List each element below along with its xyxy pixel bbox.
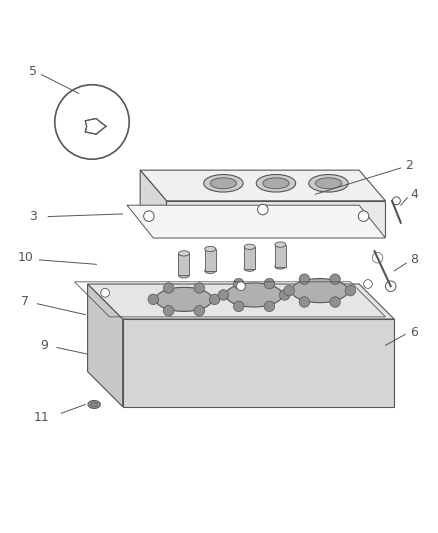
Ellipse shape — [88, 400, 100, 408]
Circle shape — [148, 294, 159, 304]
Polygon shape — [244, 247, 255, 269]
Polygon shape — [127, 205, 385, 238]
Circle shape — [194, 282, 205, 293]
Circle shape — [233, 278, 244, 289]
Circle shape — [144, 211, 154, 221]
Ellipse shape — [210, 178, 237, 189]
Circle shape — [237, 282, 245, 290]
Ellipse shape — [155, 287, 212, 311]
Circle shape — [101, 288, 110, 297]
Ellipse shape — [178, 251, 189, 256]
Ellipse shape — [291, 279, 348, 303]
Circle shape — [194, 305, 205, 316]
Polygon shape — [166, 201, 385, 236]
Polygon shape — [123, 319, 394, 407]
Ellipse shape — [256, 174, 296, 192]
Circle shape — [358, 211, 369, 221]
Circle shape — [385, 281, 396, 292]
Polygon shape — [85, 118, 106, 134]
Ellipse shape — [315, 178, 342, 189]
Circle shape — [279, 290, 290, 300]
Text: 2: 2 — [406, 159, 413, 172]
Text: 9: 9 — [40, 339, 48, 352]
Ellipse shape — [244, 266, 255, 271]
Polygon shape — [88, 284, 394, 319]
Circle shape — [330, 274, 340, 285]
Ellipse shape — [205, 268, 215, 273]
Circle shape — [163, 305, 174, 316]
Circle shape — [284, 285, 294, 296]
Text: 10: 10 — [18, 251, 33, 264]
Circle shape — [330, 297, 340, 307]
Text: 7: 7 — [21, 295, 29, 308]
Circle shape — [345, 285, 356, 296]
Circle shape — [163, 282, 174, 293]
Text: 5: 5 — [29, 65, 37, 78]
Circle shape — [372, 253, 383, 263]
Polygon shape — [140, 170, 385, 201]
Circle shape — [209, 294, 220, 304]
Polygon shape — [88, 284, 123, 407]
Ellipse shape — [178, 273, 189, 278]
Text: 8: 8 — [410, 253, 418, 266]
Ellipse shape — [244, 244, 255, 249]
Polygon shape — [178, 253, 189, 275]
Ellipse shape — [275, 242, 286, 247]
Ellipse shape — [90, 402, 98, 407]
Text: 6: 6 — [410, 326, 418, 338]
Text: 4: 4 — [410, 188, 418, 201]
Circle shape — [264, 278, 275, 289]
Circle shape — [218, 290, 229, 300]
Ellipse shape — [275, 264, 286, 269]
Ellipse shape — [226, 283, 283, 307]
Ellipse shape — [263, 178, 289, 189]
Text: 3: 3 — [29, 209, 37, 223]
Polygon shape — [205, 249, 215, 271]
Text: 11: 11 — [34, 411, 49, 424]
Circle shape — [392, 197, 400, 205]
Circle shape — [299, 297, 310, 307]
Polygon shape — [275, 245, 286, 266]
Ellipse shape — [205, 246, 215, 252]
Ellipse shape — [309, 174, 348, 192]
Circle shape — [364, 280, 372, 288]
Circle shape — [258, 204, 268, 215]
Polygon shape — [140, 170, 166, 236]
Ellipse shape — [204, 174, 243, 192]
Circle shape — [233, 301, 244, 312]
Circle shape — [299, 274, 310, 285]
Circle shape — [264, 301, 275, 312]
